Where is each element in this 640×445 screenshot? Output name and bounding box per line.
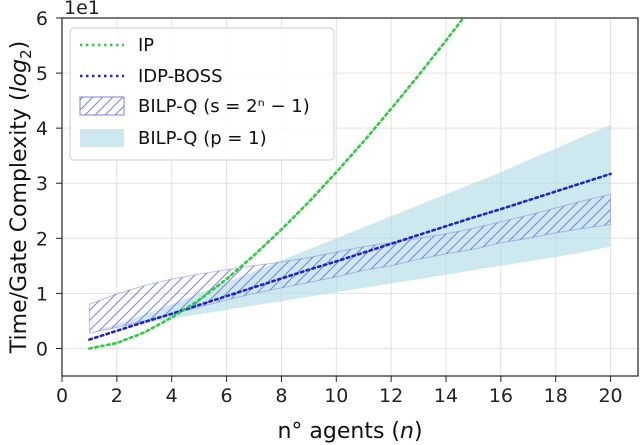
plot-frame [61,17,639,377]
x-tick-label: 4 [166,385,178,407]
y-tick-label: 4 [36,118,48,140]
x-tick-label: 2 [111,385,123,407]
series-ip-line [88,18,465,350]
x-tick-label: 10 [324,385,348,407]
legend: IP IDP-BOSS BILP-Q (s = 2ⁿ − 1) BILP-Q (… [69,27,335,161]
y-axis-title: Time/Gate Complexity (log2) [7,41,35,354]
legend-label-bilpq-p: BILP-Q (p = 1) [138,128,267,149]
y-tick-label: 5 [36,63,48,85]
y-tick-label: 6 [36,8,48,30]
x-tick-label: 12 [379,385,403,407]
x-axis-title: n° agents (n) [277,419,422,444]
series-idp-boss-line [88,172,612,341]
legend-swatch-bilpq-s [79,96,125,116]
y-tick-label: 2 [36,228,48,250]
x-tick-label: 14 [434,385,458,407]
x-tick-label: 16 [489,385,513,407]
y-tick-label: 3 [36,173,48,195]
x-tick-label: 8 [275,385,287,407]
x-tick-label: 18 [544,385,568,407]
legend-label-ip: IP [138,35,154,56]
x-tick-label: 0 [56,385,68,407]
legend-label-bilpq-s: BILP-Q (s = 2ⁿ − 1) [138,96,310,117]
legend-swatch-bilpq-p [80,129,124,147]
legend-label-idp-boss: IDP-BOSS [138,66,223,87]
y-tick-label: 0 [36,338,48,360]
x-tick-label: 6 [221,385,233,407]
y-tick-label: 1 [36,283,48,305]
y-offset-text: 1e1 [64,0,100,19]
plot-area [88,18,612,350]
x-tick-label: 20 [598,385,622,407]
series-bilpq-s-band [88,193,612,334]
legend-box [69,27,335,161]
